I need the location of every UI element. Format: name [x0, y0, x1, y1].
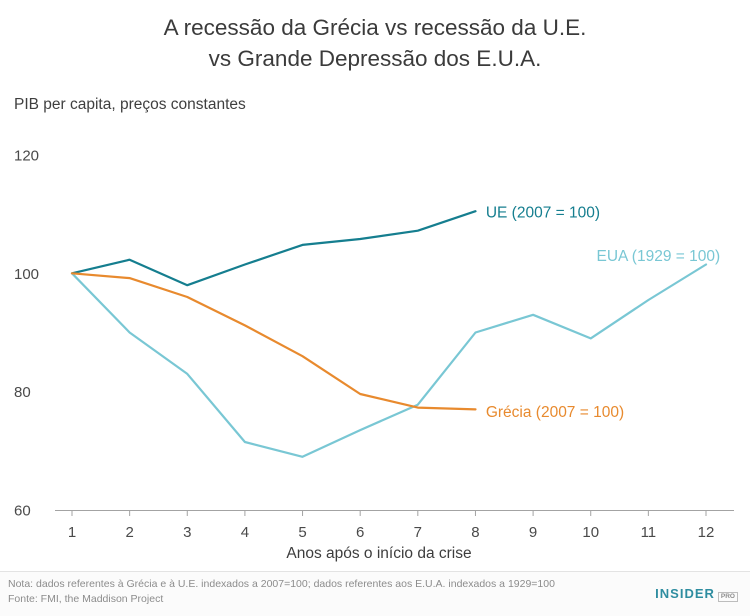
series-label-grécia: Grécia (2007 = 100) [486, 404, 624, 421]
x-tick-label: 1 [68, 524, 76, 541]
chart-subtitle: PIB per capita, preços constantes [14, 96, 246, 113]
logo-main-text: INSIDER [655, 586, 715, 601]
footer-note: Nota: dados referentes à Grécia e à U.E.… [8, 578, 555, 590]
y-tick-label: 100 [14, 266, 39, 283]
x-tick-label: 12 [698, 524, 715, 541]
x-tick-label: 7 [414, 524, 422, 541]
chart-title: A recessão da Grécia vs recessão da U.E.… [0, 12, 750, 74]
insider-pro-logo: INSIDER PRO [655, 586, 738, 602]
y-tick-label: 120 [14, 148, 39, 165]
footer-source: Fonte: FMI, the Maddison Project [8, 593, 164, 605]
x-tick-label: 5 [298, 524, 306, 541]
series-line-ue [70, 210, 477, 287]
y-tick-label: 80 [14, 384, 31, 401]
x-axis-title: Anos após o início da crise [286, 545, 471, 562]
footer: Nota: dados referentes à Grécia e à U.E.… [0, 571, 750, 616]
y-tick-label: 60 [14, 503, 31, 520]
x-tick-label: 9 [529, 524, 537, 541]
logo-suffix-badge: PRO [717, 592, 738, 602]
x-tick-label: 3 [183, 524, 191, 541]
x-tick-label: 8 [471, 524, 479, 541]
x-tick-label: 10 [582, 524, 599, 541]
chart-title-line1: A recessão da Grécia vs recessão da U.E. [163, 15, 587, 40]
x-tick-label: 11 [641, 524, 657, 541]
x-tick-label: 6 [356, 524, 364, 541]
series-label-ue: UE (2007 = 100) [486, 204, 600, 221]
x-tick-label: 2 [125, 524, 133, 541]
x-tick-label: 4 [241, 524, 249, 541]
chart-title-line2: vs Grande Depressão dos E.U.A. [208, 46, 542, 71]
series-label-eua: EUA (1929 = 100) [596, 248, 720, 265]
series-line-grécia [70, 272, 477, 411]
series-line-eua [70, 263, 708, 458]
